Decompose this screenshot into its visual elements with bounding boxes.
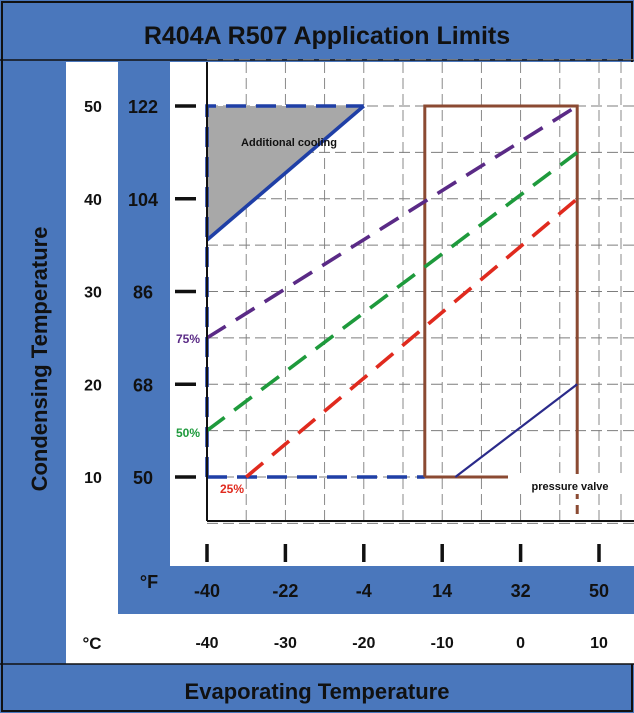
- min-pressure-valve-line-line: [454, 383, 578, 478]
- y-tick-label-f: 50: [133, 468, 153, 488]
- grid: [206, 59, 634, 524]
- x-tick-label-c: -30: [274, 635, 297, 652]
- x-tick-label-c: -40: [195, 635, 218, 652]
- x-tick-label-f: -40: [194, 581, 220, 601]
- label-25-percent: 25%: [220, 482, 244, 496]
- x-tick-label-c: 0: [516, 635, 525, 652]
- series-75-percent-line: [206, 104, 579, 340]
- additional-cooling-boundary-line: [205, 104, 365, 242]
- series-50-percent-line: [205, 150, 579, 433]
- x-tick-label-c: 10: [590, 635, 608, 652]
- x-tick-label-f: 32: [511, 581, 531, 601]
- y-tick-label-f: 104: [128, 190, 158, 210]
- label-75-percent: 75%: [176, 332, 200, 346]
- y-tick-label-c: 40: [84, 192, 102, 209]
- fahrenheit-unit: °F: [140, 572, 158, 592]
- celsius-unit: °C: [82, 634, 101, 653]
- axes-layer: [206, 62, 634, 522]
- x-tick-label-c: -20: [352, 635, 375, 652]
- x-axis-title: Evaporating Temperature: [185, 679, 450, 704]
- pressure-valve-label: pressure valve: [531, 481, 608, 493]
- y-tick-label-c: 20: [84, 377, 102, 394]
- tick-layer: -40 -22 -4 14 32 50 -40 -30 -20 -10 0 10 122 104 86 68 5…: [84, 97, 609, 652]
- x-tick-label-f: 14: [432, 581, 452, 601]
- y-tick-label-c: 30: [84, 285, 102, 302]
- pressure-valve-bg: [508, 474, 634, 494]
- y-tick-label-f: 68: [133, 375, 153, 395]
- y-tick-label-c: 10: [84, 470, 102, 487]
- y-tick-label-f: 86: [133, 283, 153, 303]
- x-tick-label-f: -4: [356, 581, 372, 601]
- with-min-label: With Min: [521, 442, 571, 456]
- additional-cooling-label: Additional cooling: [241, 137, 337, 149]
- y-axis-title: Condensing Temperature: [27, 227, 52, 492]
- chart-title: R404A R507 Application Limits: [144, 22, 510, 50]
- x-tick-label-f: -22: [272, 581, 298, 601]
- y-tick-label-f: 122: [128, 97, 158, 117]
- x-tick-label-f: 50: [589, 581, 609, 601]
- x-tick-label-c: -10: [431, 635, 454, 652]
- series-25-percent-line: [245, 197, 579, 479]
- y-tick-label-c: 50: [84, 99, 102, 116]
- label-50-percent: 50%: [176, 426, 200, 440]
